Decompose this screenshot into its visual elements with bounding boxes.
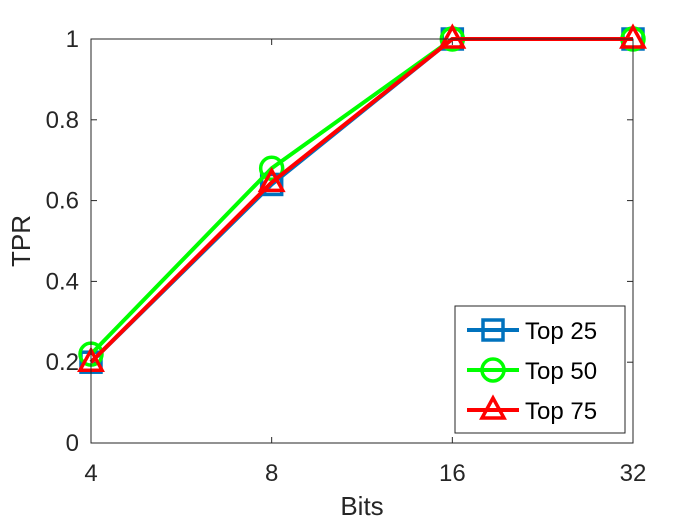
data-point-circle-marker bbox=[258, 155, 285, 182]
legend-circle-marker bbox=[480, 357, 506, 383]
legend-item: Top 50 bbox=[467, 357, 597, 385]
data-point-triangle-marker bbox=[257, 166, 286, 193]
legend-label: Top 50 bbox=[525, 358, 597, 385]
y-tick-label: 0.4 bbox=[46, 268, 79, 295]
data-point-square-marker bbox=[259, 172, 284, 197]
data-point-triangle-marker bbox=[438, 23, 467, 49]
x-tick-label: 32 bbox=[620, 460, 647, 487]
tick-labels: 0 0.2 0.4 0.6 0.8 1 4 8 16 32 bbox=[46, 26, 647, 487]
y-tick-label: 1 bbox=[66, 26, 79, 53]
y-tick-label: 0.6 bbox=[46, 188, 79, 215]
y-tick-label: 0 bbox=[66, 430, 79, 457]
x-tick-label: 4 bbox=[84, 460, 97, 487]
x-axis-title: Bits bbox=[340, 491, 383, 521]
legend-square-marker bbox=[481, 318, 505, 342]
legend-item: Top 25 bbox=[467, 318, 597, 345]
legend: Top 25 Top 50 Top 75 bbox=[454, 305, 626, 434]
legend-item: Top 75 bbox=[467, 394, 597, 425]
legend-label: Top 25 bbox=[525, 318, 597, 345]
y-tick-label: 0.8 bbox=[46, 107, 79, 134]
plot-frame bbox=[90, 38, 634, 444]
legend-label: Top 75 bbox=[525, 398, 597, 425]
x-tick-label: 8 bbox=[265, 460, 278, 487]
y-tick-label: 0.2 bbox=[46, 349, 79, 376]
legend-triangle-marker bbox=[479, 394, 507, 420]
x-tick-label: 16 bbox=[439, 460, 466, 487]
y-axis-title: TPR bbox=[6, 215, 36, 267]
